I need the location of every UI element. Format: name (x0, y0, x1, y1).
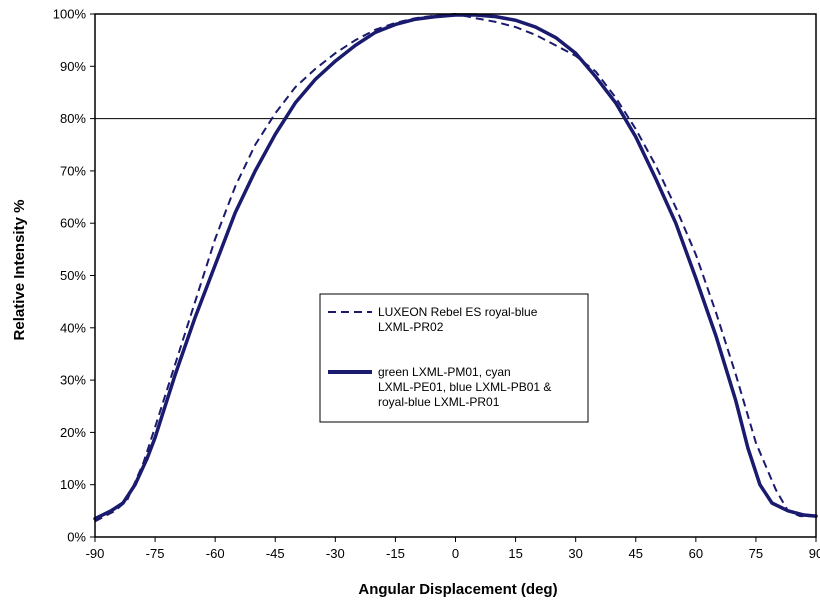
y-tick-label: 10% (60, 477, 86, 492)
legend-box (319, 293, 589, 423)
legend: LUXEON Rebel ES royal-blue LXML-PR02 gre… (319, 293, 589, 423)
x-axis-title: Angular Displacement (deg) (358, 581, 557, 598)
y-tick-label: 70% (60, 163, 86, 178)
legend-label-solid-line3: royal-blue LXML-PR01 (378, 395, 500, 409)
y-axis-title: Relative Intensity % (11, 200, 28, 341)
y-axis: 0% 10% 20% 30% 40% 50% 60% 70% 80% 90% 100% (53, 7, 95, 545)
y-tick-label: 50% (60, 268, 86, 283)
y-tick-label: 20% (60, 425, 86, 440)
y-tick-label: 80% (60, 111, 86, 126)
x-tick-label: -30 (326, 546, 345, 561)
x-axis: -90 -75 -60 -45 -30 -15 0 15 30 45 60 75 90 (86, 537, 820, 561)
x-tick-label: 15 (508, 546, 522, 561)
y-tick-label: 30% (60, 373, 86, 388)
series-layer (93, 13, 818, 523)
x-tick-label: -45 (266, 546, 285, 561)
x-tick-label: -75 (146, 546, 165, 561)
x-tick-label: -15 (386, 546, 405, 561)
legend-label-dashed-line2: LXML-PR02 (378, 320, 444, 334)
y-tick-label: 100% (53, 7, 87, 22)
y-tick-label: 0% (67, 530, 86, 545)
y-tick-label: 40% (60, 320, 86, 335)
legend-label-solid-line1: green LXML-PM01, cyan (378, 365, 511, 379)
x-tick-label: 45 (629, 546, 643, 561)
x-tick-label: 60 (689, 546, 703, 561)
x-tick-label: 30 (568, 546, 582, 561)
series-line-solid (93, 13, 818, 521)
y-tick-label: 60% (60, 216, 86, 231)
legend-label-solid-line2: LXML-PE01, blue LXML-PB01 & (378, 380, 551, 394)
series-line-dashed (94, 13, 816, 523)
x-tick-label: -90 (86, 546, 105, 561)
x-tick-label: 75 (749, 546, 763, 561)
legend-label-dashed-line1: LUXEON Rebel ES royal-blue (378, 305, 538, 319)
y-tick-label: 90% (60, 59, 86, 74)
x-tick-label: 0 (452, 546, 459, 561)
x-tick-label: -60 (206, 546, 225, 561)
x-tick-label: 90 (809, 546, 820, 561)
